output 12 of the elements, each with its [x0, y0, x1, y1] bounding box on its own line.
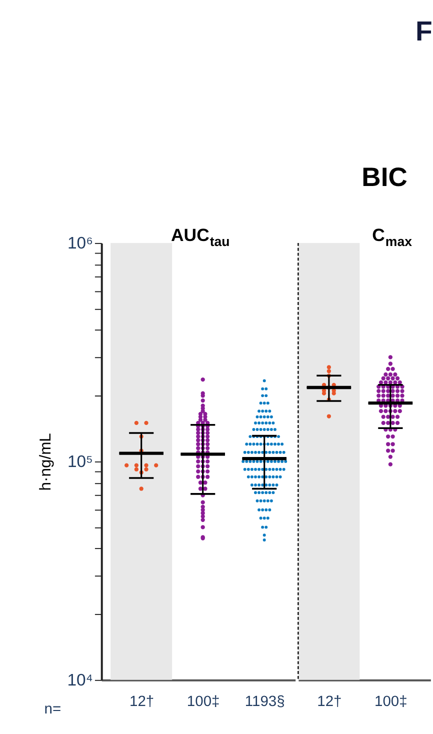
text: F [416, 15, 432, 46]
x-tick-label: 12† [317, 694, 342, 710]
text: n= [44, 701, 62, 718]
y-axis-title: h·ng/mL [37, 432, 54, 491]
x-tick-label: 100‡ [186, 694, 220, 710]
x-tick-label: 12† [130, 694, 154, 710]
y-tick-label: 10⁶ [68, 233, 93, 252]
y-tick-label: 10⁴ [67, 670, 93, 690]
x-tick-label: 1193§ [244, 694, 285, 710]
y-tick-label: 10⁵ [67, 452, 93, 471]
text: BIC [362, 162, 408, 192]
x-tick-label: 100‡ [374, 694, 408, 710]
